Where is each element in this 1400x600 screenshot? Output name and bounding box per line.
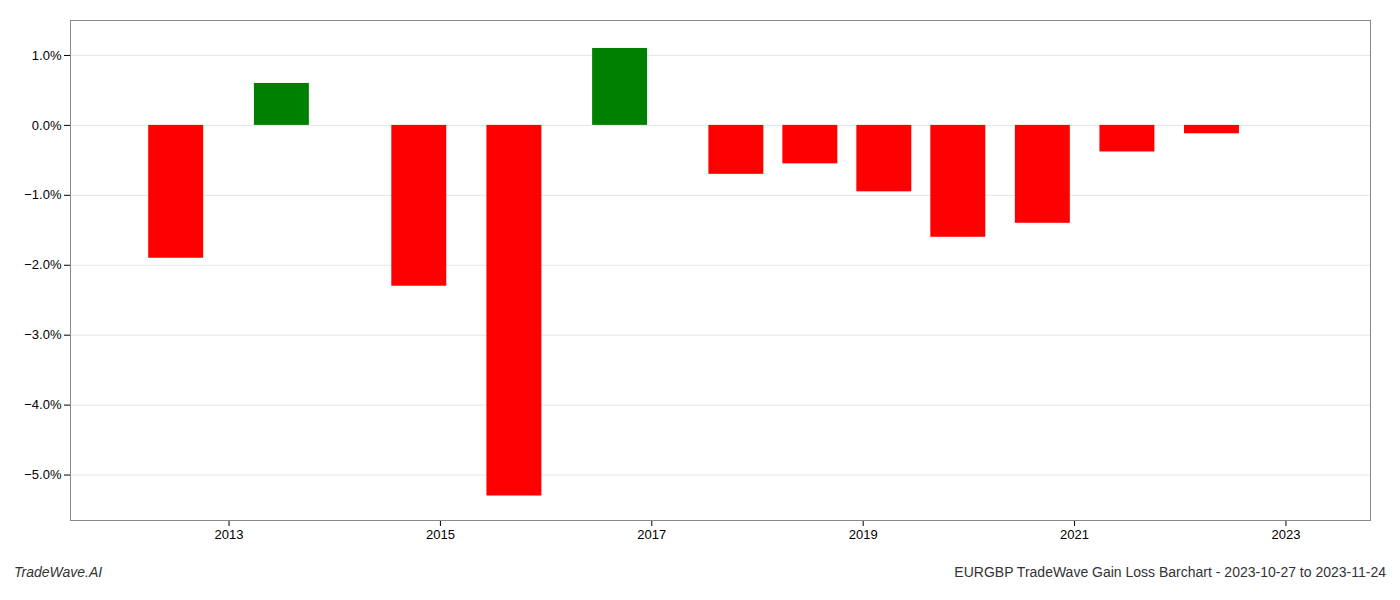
svg-text:−5.0%: −5.0% (24, 467, 62, 482)
svg-text:−4.0%: −4.0% (24, 397, 62, 412)
svg-text:2021: 2021 (1060, 527, 1089, 542)
svg-text:2019: 2019 (849, 527, 878, 542)
svg-text:2017: 2017 (637, 527, 666, 542)
svg-text:0.0%: 0.0% (32, 118, 62, 133)
svg-text:−2.0%: −2.0% (24, 257, 62, 272)
html-text:TradeWave.AI: TradeWave.AI (14, 564, 103, 580)
svg-text:−3.0%: −3.0% (24, 327, 62, 342)
svg-text:2023: 2023 (1271, 527, 1300, 542)
svg-text:−1.0%: −1.0% (24, 187, 62, 202)
svg-text:2015: 2015 (426, 527, 455, 542)
svg-text:1.0%: 1.0% (32, 48, 62, 63)
html-text:EURGBP TradeWave Gain Loss Bar: EURGBP TradeWave Gain Loss Barchart - 20… (954, 564, 1386, 580)
svg-text:2013: 2013 (215, 527, 244, 542)
